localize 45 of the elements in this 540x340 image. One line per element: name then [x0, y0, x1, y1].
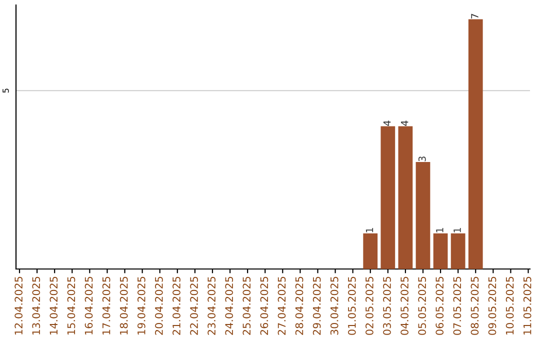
bar	[398, 126, 413, 269]
data-label: 4	[401, 120, 408, 126]
x-tick-label: 14.04.2025	[50, 276, 58, 334]
x-tick-label: 17.04.2025	[102, 276, 110, 334]
x-tick-label: 06.05.2025	[436, 276, 444, 335]
x-tick-label: 08.05.2025	[470, 276, 479, 335]
x-tick-label: 09.05.2025	[488, 276, 496, 335]
ref-line-label: 5	[2, 88, 9, 93]
x-tick-label: 18.04.2025	[120, 276, 128, 334]
bar	[450, 233, 466, 269]
data-label: 1	[436, 228, 444, 232]
x-tick-label: 28.04.2025	[295, 276, 304, 335]
data-label: 1	[366, 228, 374, 232]
x-tick-label: 12.04.2025	[14, 276, 23, 334]
bar	[363, 233, 378, 269]
x-tick-label: 24.04.2025	[225, 276, 234, 335]
x-tick-label: 23.04.2025	[208, 276, 216, 335]
x-tick-label: 15.04.2025	[67, 276, 76, 334]
x-tick-label: 13.04.2025	[32, 276, 40, 334]
bar	[416, 162, 430, 269]
x-tick-label: 03.05.2025	[383, 276, 391, 335]
x-tick-label: 21.04.2025	[172, 276, 180, 335]
bar	[433, 233, 448, 269]
data-label: 1	[454, 228, 461, 232]
x-tick-label: 04.05.2025	[400, 276, 408, 335]
x-tick-label: 20.04.2025	[154, 276, 163, 335]
data-label: 4	[384, 120, 391, 126]
x-tick-label: 22.04.2025	[190, 276, 198, 335]
x-tick-label: 10.05.2025	[506, 276, 514, 334]
x-tick-label: 26.04.2025	[260, 276, 268, 335]
x-tick-label: 29.04.2025	[312, 276, 321, 335]
x-tick-label: 27.04.2025	[278, 276, 286, 335]
x-tick-label: 07.05.2025	[453, 276, 462, 335]
data-label: 7	[471, 14, 478, 18]
data-label: 3	[418, 156, 426, 162]
x-tick-label: 30.04.2025	[330, 276, 338, 335]
x-tick-label: 05.05.2025	[418, 276, 426, 335]
bar	[380, 126, 396, 269]
x-tick-label: 16.04.2025	[84, 276, 93, 334]
x-tick-label: 25.04.2025	[242, 276, 251, 335]
x-tick-label: 19.04.2025	[137, 276, 146, 334]
x-tick-label: 02.05.2025	[366, 276, 374, 335]
bar	[468, 19, 483, 269]
x-tick-label: 11.05.2025	[523, 276, 532, 334]
x-tick-label: 01.05.2025	[348, 276, 356, 335]
